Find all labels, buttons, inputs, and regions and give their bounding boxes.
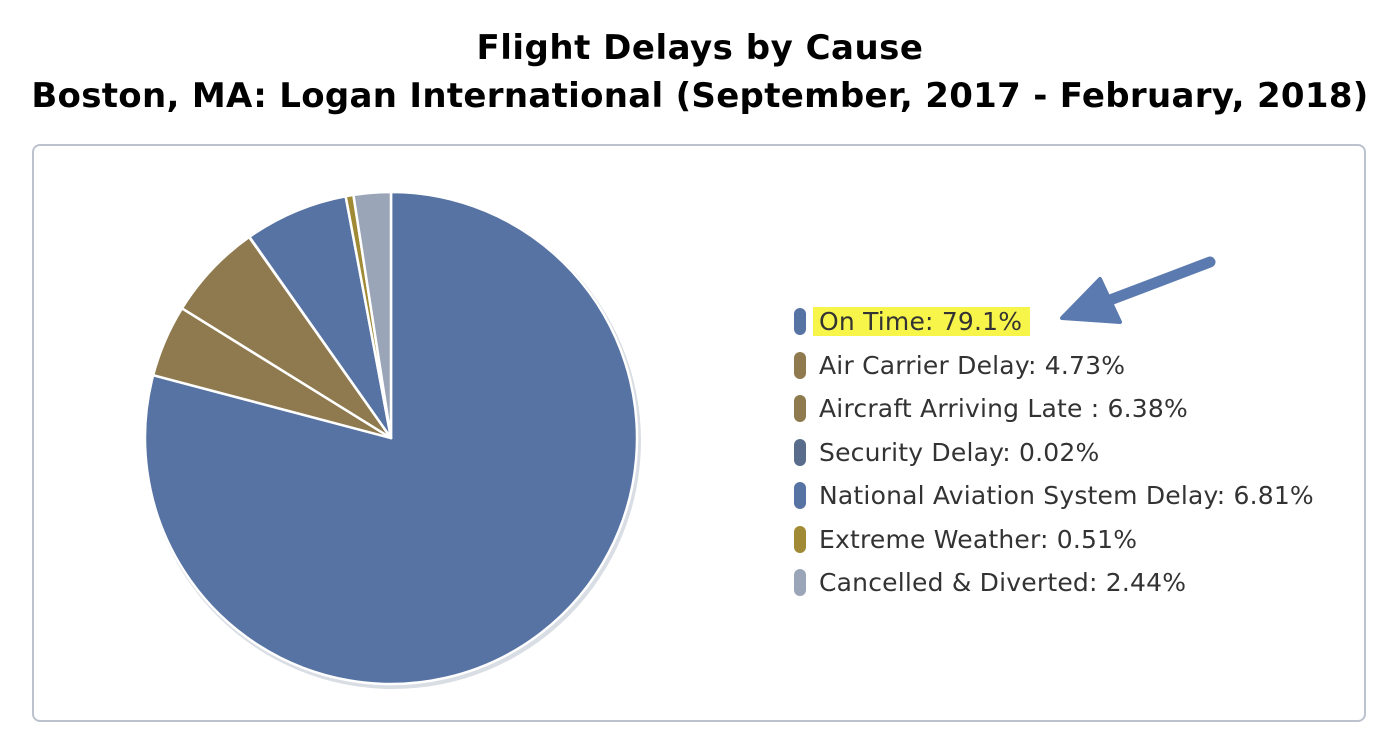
legend-item-cancelled-diverted: Cancelled & Diverted: 2.44% [794,561,1394,605]
legend-swatch-air-carrier-delay [794,351,806,379]
legend-item-aircraft-arriving-late: Aircraft Arriving Late : 6.38% [794,387,1394,431]
legend-label-national-aviation-system-delay: National Aviation System Delay: 6.81% [819,481,1314,511]
legend-item-security-delay: Security Delay: 0.02% [794,431,1394,475]
legend-label-air-carrier-delay: Air Carrier Delay: 4.73% [819,350,1126,380]
legend-item-on-time: On Time: 79.1% [794,300,1394,344]
legend-item-national-aviation-system-delay: National Aviation System Delay: 6.81% [794,474,1394,518]
pie-slice-cancelled-diverted [352,190,393,440]
legend-label-extreme-weather: Extreme Weather: 0.51% [819,524,1138,554]
chart-title: Flight Delays by Cause [476,28,924,68]
legend: On Time: 79.1% Air Carrier Delay: 4.73% … [794,300,1394,605]
legend-swatch-security-delay [794,438,806,466]
pie-slice-national-aviation-system-delay [248,194,393,440]
chart-title-block: Flight Delays by Cause Boston, MA: Logan… [0,24,1400,120]
legend-label-aircraft-arriving-late: Aircraft Arriving Late : 6.38% [819,394,1188,424]
legend-swatch-extreme-weather [794,525,806,553]
legend-swatch-cancelled-diverted [794,569,806,597]
legend-swatch-aircraft-arriving-late [794,395,806,423]
legend-label-on-time: On Time: 79.1% [813,307,1031,337]
legend-item-extreme-weather: Extreme Weather: 0.51% [794,518,1394,562]
chart-subtitle: Boston, MA: Logan International (Septemb… [31,76,1369,116]
legend-item-air-carrier-delay: Air Carrier Delay: 4.73% [794,344,1394,388]
legend-label-security-delay: Security Delay: 0.02% [819,437,1100,467]
legend-swatch-on-time [794,308,806,336]
legend-label-cancelled-diverted: Cancelled & Diverted: 2.44% [819,568,1187,598]
legend-swatch-national-aviation-system-delay [794,482,806,510]
pie-slice-on-time [143,190,639,686]
